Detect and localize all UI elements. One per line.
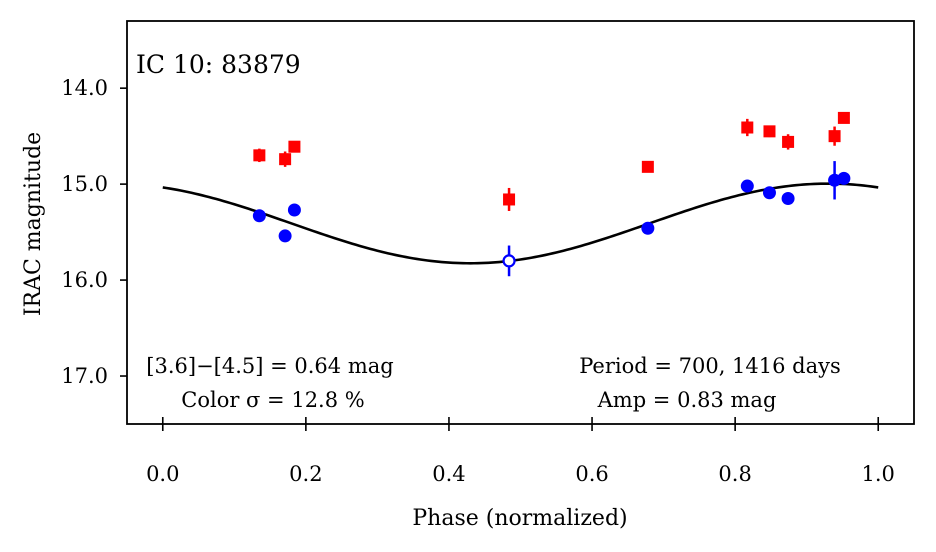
irac-3-6-point-open — [502, 254, 516, 268]
irac-4-5-point — [641, 160, 654, 173]
plot-area — [162, 111, 879, 277]
irac-4-5-point — [741, 121, 754, 134]
amplitude-annotation-line2: Amp = 0.83 mag — [597, 388, 777, 412]
axis-ticks: 0.0 0.2 0.4 0.6 0.8 1.0 14.0 15.0 16.0 17.0 — [61, 76, 895, 486]
period-annotation-line1: Period = 700, 1416 days — [579, 354, 841, 378]
irac-3-6-point — [781, 192, 795, 206]
x-tick-label: 0.8 — [718, 462, 751, 486]
x-axis-label: Phase (normalized) — [412, 506, 627, 531]
irac-3-6-point — [641, 221, 655, 235]
x-tick-label: 0.2 — [289, 462, 322, 486]
irac-3-6-point — [278, 229, 292, 243]
irac-4-5-point — [837, 111, 850, 124]
irac-4-5-point — [253, 149, 266, 162]
chart-title: IC 10: 83879 — [136, 50, 301, 79]
irac-4-5-point — [279, 153, 292, 166]
y-tick-label: 16.0 — [61, 268, 108, 292]
color-annotation-line1: [3.6]−[4.5] = 0.64 mag — [146, 354, 393, 378]
axes-frame — [126, 20, 915, 425]
irac-4-5-point — [503, 193, 516, 206]
x-tick-label: 0.0 — [146, 462, 179, 486]
irac-3-6-point — [287, 203, 301, 217]
y-axis-label: IRAC magnitude — [21, 132, 46, 316]
irac-3-6-point — [740, 179, 754, 193]
fit-curve — [162, 182, 879, 265]
x-tick-label: 0.6 — [575, 462, 608, 486]
irac-4-5-point — [828, 130, 841, 143]
color-annotation-line2: Color σ = 12.8 % — [181, 388, 364, 412]
x-tick-label: 0.4 — [432, 462, 465, 486]
irac-3-6-point — [252, 209, 266, 223]
y-tick-label: 15.0 — [61, 172, 108, 196]
irac-4-5-point — [782, 135, 795, 148]
irac-3-6-point — [837, 171, 851, 185]
y-tick-label: 17.0 — [61, 364, 108, 388]
y-tick-label: 14.0 — [61, 76, 108, 100]
irac-4-5-point — [763, 125, 776, 138]
x-tick-label: 1.0 — [862, 462, 895, 486]
irac-3-6-point — [762, 186, 776, 200]
irac-4-5-point — [288, 140, 301, 153]
